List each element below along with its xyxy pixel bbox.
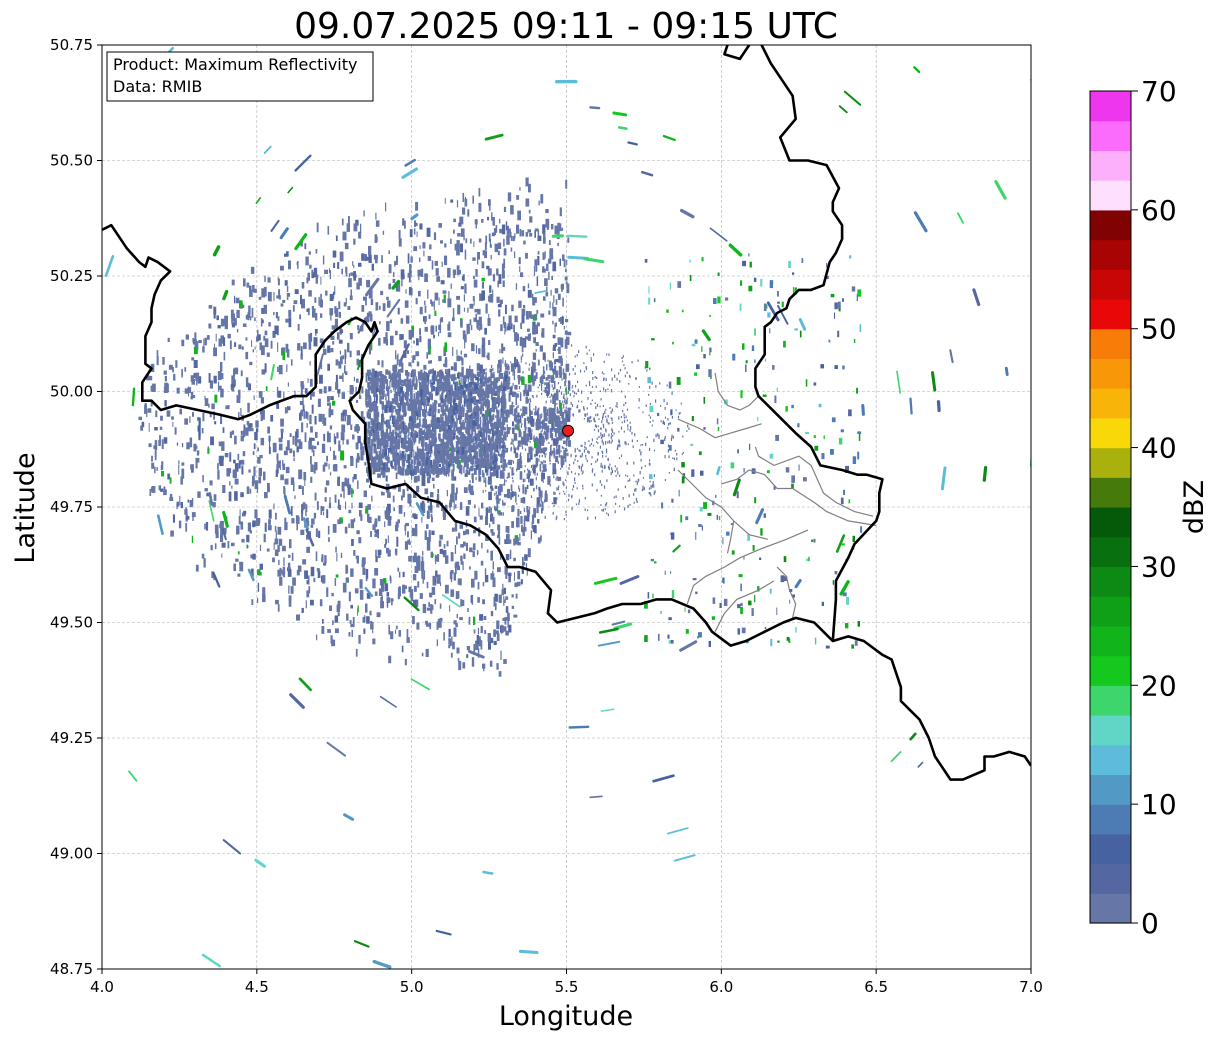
colorbar-band — [1090, 596, 1131, 627]
colorbar — [1090, 91, 1131, 924]
x-tick-label: 6.0 — [709, 978, 733, 996]
y-tick-label: 50.25 — [50, 267, 93, 285]
province-border — [754, 446, 874, 517]
colorbar-band — [1090, 388, 1131, 419]
radar-site-marker — [562, 424, 575, 437]
x-axis-label: Longitude — [499, 1001, 633, 1032]
province-borders — [677, 372, 877, 632]
province-border — [721, 469, 877, 527]
colorbar-band — [1090, 120, 1131, 152]
colorbar-band — [1090, 863, 1131, 894]
x-tick-label: 7.0 — [1019, 978, 1043, 996]
colorbar-band — [1090, 269, 1131, 300]
colorbar-band — [1090, 507, 1131, 538]
colorbar-band — [1090, 180, 1131, 211]
colorbar-tick-label: 60 — [1141, 194, 1177, 227]
colorbar-band — [1090, 91, 1131, 122]
colorbar-band — [1090, 536, 1131, 568]
country-border — [102, 223, 1031, 781]
y-axis-label: Latitude — [10, 452, 41, 563]
colorbar-band — [1090, 417, 1131, 449]
province-border — [677, 469, 735, 554]
province-border — [733, 520, 768, 540]
y-tick-label: 50.75 — [50, 36, 93, 54]
province-border — [686, 529, 809, 605]
y-tick-label: 49.00 — [50, 845, 93, 863]
x-tick-label: 5.5 — [555, 978, 579, 996]
colorbar-tick-label: 50 — [1141, 313, 1177, 346]
colorbar-tick-label: 40 — [1141, 432, 1177, 465]
colorbar-tick-label: 20 — [1141, 669, 1177, 702]
colorbar-band — [1090, 566, 1131, 597]
country-border — [754, 45, 884, 642]
province-border — [714, 580, 775, 632]
colorbar-ticks: 0 10 20 30 40 50 60 70 — [1131, 75, 1177, 940]
y-tick-label: 50.50 — [50, 152, 93, 170]
x-tick-label: 6.5 — [864, 978, 888, 996]
province-border — [677, 418, 762, 439]
colorbar-label: dBZ — [1179, 480, 1210, 534]
y-tick-label: 50.00 — [50, 383, 93, 401]
y-tick-label: 49.75 — [50, 498, 93, 516]
colorbar-band — [1090, 447, 1131, 478]
colorbar-band — [1090, 685, 1131, 716]
colorbar-tick-label: 0 — [1141, 907, 1159, 940]
x-axis-ticks: 4.0 4.5 5.0 5.5 6.0 6.5 7.0 — [90, 969, 1043, 996]
colorbar-band — [1090, 804, 1131, 835]
y-tick-label: 49.50 — [50, 614, 93, 632]
colorbar-band — [1090, 150, 1131, 181]
colorbar-band — [1090, 625, 1131, 657]
y-tick-label: 48.75 — [50, 960, 93, 978]
province-border — [776, 566, 797, 619]
country-border — [723, 45, 751, 61]
country-borders — [102, 45, 1031, 781]
y-tick-label: 49.25 — [50, 729, 93, 747]
colorbar-tick-label: 10 — [1141, 788, 1177, 821]
colorbar-band — [1090, 328, 1131, 360]
colorbar-band — [1090, 655, 1131, 686]
colorbar-band — [1090, 299, 1131, 330]
colorbar-band — [1090, 358, 1131, 389]
x-tick-label: 5.0 — [400, 978, 424, 996]
y-axis-ticks: 48.75 49.00 49.25 49.50 49.75 50.00 50.25 50.50… — [50, 36, 102, 978]
product-label: Product: Maximum Reflectivity — [113, 55, 357, 74]
colorbar-band — [1090, 477, 1131, 508]
colorbar-tick-label: 30 — [1141, 550, 1177, 583]
map-title: 09.07.2025 09:11 - 09:15 UTC — [294, 6, 838, 47]
product-info-box: Product: Maximum Reflectivity Data: RMIB — [106, 51, 374, 102]
colorbar-band — [1090, 715, 1131, 746]
province-border — [714, 372, 759, 411]
colorbar-tick-label: 70 — [1141, 75, 1177, 108]
colorbar-frame — [1089, 90, 1132, 924]
colorbar-band — [1090, 774, 1131, 805]
x-tick-label: 4.0 — [90, 978, 114, 996]
colorbar-band — [1090, 239, 1131, 270]
colorbar-band — [1090, 744, 1131, 776]
x-tick-label: 4.5 — [245, 978, 269, 996]
colorbar-band — [1090, 209, 1131, 241]
colorbar-band — [1090, 893, 1131, 924]
colorbar-band — [1090, 833, 1131, 865]
data-source-label: Data: RMIB — [113, 77, 202, 96]
